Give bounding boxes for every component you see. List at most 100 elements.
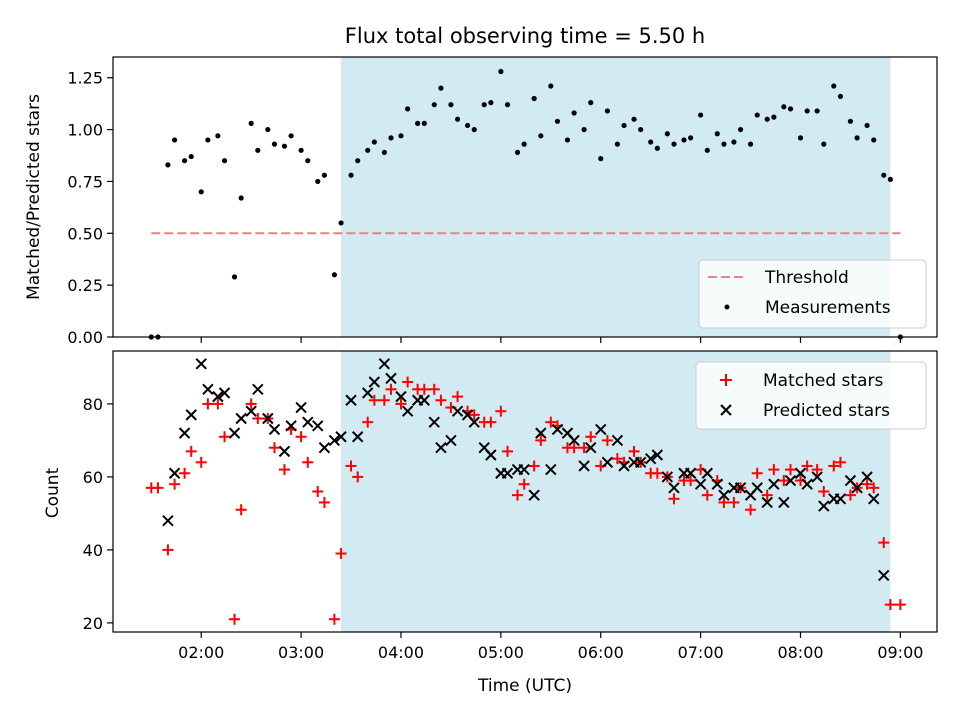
predicted-point xyxy=(545,463,557,476)
y-tick-label: 0.25 xyxy=(67,276,103,295)
matched-point xyxy=(385,383,397,395)
predicted-point xyxy=(751,482,763,494)
measurement-point xyxy=(814,108,820,114)
predicted-point xyxy=(794,467,807,479)
measurement-point xyxy=(664,131,670,137)
matched-point xyxy=(185,445,197,457)
matched-point xyxy=(528,460,540,472)
matched-point xyxy=(535,434,547,446)
matched-point xyxy=(512,489,524,501)
matched-point xyxy=(328,613,340,625)
y-tick-label: 80 xyxy=(83,395,103,414)
matched-point xyxy=(428,383,440,395)
matched-point xyxy=(701,489,713,501)
measurement-point xyxy=(421,120,427,126)
matched-point xyxy=(418,383,430,395)
matched-point xyxy=(785,464,797,476)
predicted-point xyxy=(262,412,274,425)
measurements-legend-label: Measurements xyxy=(765,298,891,318)
predicted-legend-swatch xyxy=(720,404,732,416)
predicted-point xyxy=(861,471,873,483)
measurement-point xyxy=(564,137,571,143)
matched-point xyxy=(378,394,390,406)
matched-point xyxy=(502,445,514,457)
predicted-point xyxy=(701,467,713,479)
predicted-point xyxy=(578,460,590,472)
measurement-point xyxy=(281,143,288,149)
predicted-point xyxy=(718,489,730,501)
matched-point xyxy=(651,467,663,479)
matched-point xyxy=(245,398,257,410)
matched-point xyxy=(828,460,840,472)
measurement-point xyxy=(771,114,777,120)
measurement-point xyxy=(648,139,654,145)
matched-point xyxy=(268,442,280,454)
measurement-point xyxy=(205,137,211,143)
matched-point xyxy=(844,489,856,501)
matched-point xyxy=(878,537,890,549)
matched-point xyxy=(368,394,380,406)
matched-point xyxy=(485,416,497,428)
predicted-legend-label: Predicted stars xyxy=(763,401,890,421)
predicted-point xyxy=(278,445,291,458)
ratio-plot-area: 0.00 0.25 0.50 0.75 1.00 1.25 xyxy=(67,56,938,347)
matched-legend-swatch xyxy=(720,374,732,386)
predicted-point xyxy=(351,431,364,443)
predicted-point xyxy=(668,482,680,494)
predicted-point xyxy=(868,493,880,505)
matched-point xyxy=(219,431,231,443)
y-tick-label: 1.00 xyxy=(67,121,103,140)
y-tick-label: 0.75 xyxy=(67,172,103,191)
predicted-point xyxy=(285,420,297,432)
matched-point xyxy=(545,416,557,428)
plot-frame xyxy=(112,56,938,338)
measurement-point xyxy=(454,116,461,122)
matched-point xyxy=(745,504,757,516)
predicted-point xyxy=(295,401,307,414)
matched-point xyxy=(452,391,464,403)
predicted-point xyxy=(661,471,674,483)
x-axis-label: Time (UTC) xyxy=(477,676,572,696)
matched-point xyxy=(312,486,324,497)
top-y-axis-label: Matched/Predicted stars xyxy=(24,94,44,300)
matched-point xyxy=(252,413,264,425)
y-tick-label: 60 xyxy=(83,468,103,487)
predicted-point xyxy=(485,449,497,461)
matched-point xyxy=(601,434,613,446)
measurement-point xyxy=(847,118,854,124)
chart-title: Flux total observing time = 5.50 h xyxy=(345,24,705,48)
measurement-point xyxy=(265,126,271,133)
measurement-point xyxy=(821,141,827,147)
measurement-point xyxy=(438,85,444,91)
matched-point xyxy=(195,456,207,468)
matched-point xyxy=(435,394,447,406)
predicted-point xyxy=(634,456,647,469)
predicted-point xyxy=(451,405,464,417)
measurement-point xyxy=(831,83,837,89)
measurement-point xyxy=(321,172,328,178)
measurement-point xyxy=(837,93,844,100)
matched-point xyxy=(818,486,830,497)
predicted-point xyxy=(468,416,480,428)
matched-point xyxy=(295,431,307,443)
count-legend: Matched stars Predicted stars xyxy=(695,361,927,430)
matched-point xyxy=(202,398,214,410)
predicted-point xyxy=(811,471,823,483)
measurement-point xyxy=(887,176,893,182)
predicted-point xyxy=(585,442,597,454)
measurement-point xyxy=(355,158,361,164)
predicted-point xyxy=(378,358,391,370)
measurement-point xyxy=(298,147,304,153)
measurement-point xyxy=(714,131,720,137)
matched-point xyxy=(894,599,906,611)
measurement-point xyxy=(797,135,804,141)
predicted-point xyxy=(818,500,830,512)
measurement-point xyxy=(548,83,554,89)
measurement-point xyxy=(514,149,521,156)
matched-point xyxy=(352,471,364,483)
predicted-point xyxy=(328,434,341,447)
measurement-point xyxy=(747,141,754,147)
predicted-point xyxy=(801,478,813,490)
measurement-point xyxy=(721,141,727,147)
predicted-point xyxy=(212,390,224,403)
